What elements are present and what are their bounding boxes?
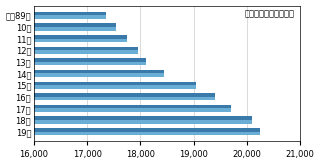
Bar [34, 12, 106, 15]
Bar [34, 35, 127, 39]
Bar [34, 23, 116, 27]
Text: （値は４月１日現在）: （値は４月１日現在） [245, 10, 295, 19]
Bar [34, 62, 146, 66]
Bar [34, 58, 146, 62]
Bar [34, 39, 127, 42]
Bar [34, 27, 116, 31]
Bar [34, 70, 164, 73]
Bar [34, 47, 138, 50]
Bar [34, 93, 215, 97]
Bar [34, 132, 260, 135]
Bar [34, 82, 196, 85]
Bar [34, 50, 138, 54]
Bar [34, 108, 231, 112]
Bar [34, 128, 260, 132]
Bar [34, 85, 196, 89]
Bar [34, 116, 252, 120]
Bar [34, 73, 164, 77]
Bar [34, 15, 106, 19]
Bar [34, 105, 231, 108]
Bar [34, 120, 252, 124]
Bar [34, 97, 215, 100]
